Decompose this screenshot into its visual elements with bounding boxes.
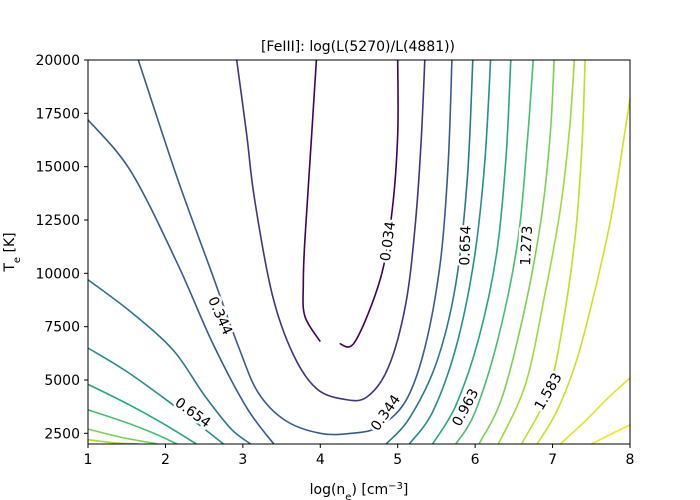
y-tick-label-6: 17500 [35, 106, 80, 122]
y-tick-label-2: 7500 [44, 320, 80, 336]
contour-line-0.963-12 [455, 60, 534, 444]
contour-label-6: 1.273 [518, 225, 536, 266]
x-axis-label: log(ne) [cm−3] [310, 481, 409, 500]
contour-line-0.034-1 [302, 60, 321, 343]
y-axis-label: Te [K] [2, 232, 23, 272]
x-tick-label-6: 7 [548, 452, 557, 468]
contour-label-1: 0.344 [204, 294, 235, 337]
plot-frame [87, 59, 631, 445]
x-tick-label-5: 6 [471, 452, 480, 468]
contour-line-0.034-0 [339, 60, 399, 348]
contour-line-0.499-5 [88, 279, 252, 444]
contour-label-3: 0.344 [368, 392, 404, 434]
contour-label-7: 1.583 [532, 370, 566, 413]
contour-line-0.344-3 [137, 60, 453, 436]
contour-line-0.963-11 [88, 409, 178, 444]
contour-line-1.273-16 [497, 60, 576, 444]
y-tick-label-7: 20000 [35, 53, 80, 69]
contour-line-1.428-17 [520, 60, 586, 444]
contour-line-0.654-7 [88, 347, 224, 444]
y-tick-label-3: 10000 [35, 266, 80, 282]
contour-line-1.118-14 [478, 60, 555, 444]
contour-line-0.809-9 [88, 383, 197, 444]
contour-line-0.499-6 [385, 60, 474, 444]
contour-label-4: 0.654 [457, 225, 474, 266]
contour-line-0.344-4 [88, 119, 275, 444]
contour-label-0: 0.034 [378, 220, 399, 262]
y-tick-label-4: 12500 [35, 213, 80, 229]
contour-line-1.893-20 [590, 424, 630, 444]
contour-line-1.273-15 [88, 438, 139, 444]
x-tick-label-1: 2 [161, 452, 170, 468]
x-tick-label-2: 3 [238, 452, 247, 468]
x-tick-label-0: 1 [84, 452, 93, 468]
x-axis-ticks: 1 2 3 4 5 6 7 8 [84, 444, 635, 468]
contour-lines [88, 60, 630, 444]
contour-line-0.809-10 [431, 60, 512, 444]
x-tick-label-3: 4 [316, 452, 325, 468]
y-tick-label-0: 2500 [44, 426, 80, 442]
contour-line-1.738-19 [559, 377, 630, 444]
contour-line-0.654-8 [408, 60, 492, 444]
y-axis-ticks: 2500 5000 7500 10000 12500 15000 17500 20000 [35, 53, 88, 442]
contour-line-1.118-13 [88, 428, 158, 444]
y-tick-label-5: 15000 [35, 160, 80, 176]
x-tick-label-4: 5 [393, 452, 402, 468]
contour-line-1.583-18 [536, 98, 630, 444]
y-tick-label-1: 5000 [44, 373, 80, 389]
contour-line-0.189-2 [235, 60, 426, 402]
x-tick-label-7: 8 [626, 452, 635, 468]
chart-title: [FeIII]: log(L(5270)/L(4881)) [261, 39, 455, 55]
